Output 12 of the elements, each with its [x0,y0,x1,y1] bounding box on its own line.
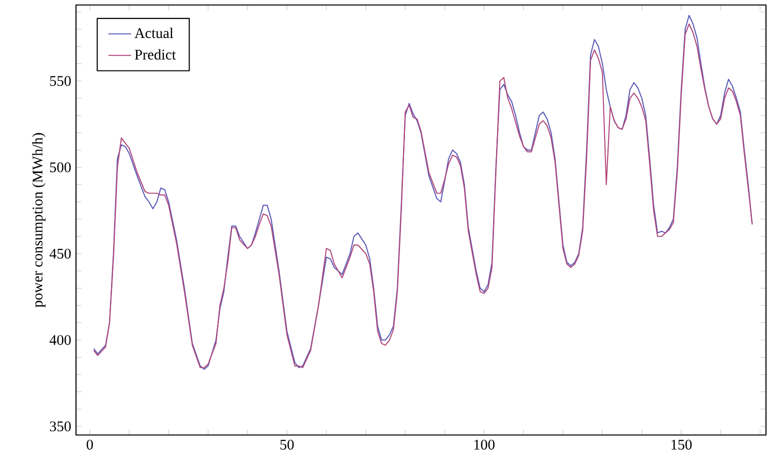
x-tick-label: 100 [474,440,495,450]
y-tick-label: 450 [50,248,71,259]
y-tick-label: 550 [50,76,71,86]
y-tick-label: 400 [50,335,71,345]
x-tick-label: 150 [672,440,692,450]
x-tick-label: 50 [280,440,294,450]
x-tick-label: 0 [86,440,93,450]
y-axis-title: power consumption (MWh/h) [32,133,46,308]
y-tick-label: 500 [50,162,71,172]
legend-label: Predict [134,49,176,60]
y-tick-label: 350 [50,421,71,432]
legend-label: Actual [134,28,174,38]
